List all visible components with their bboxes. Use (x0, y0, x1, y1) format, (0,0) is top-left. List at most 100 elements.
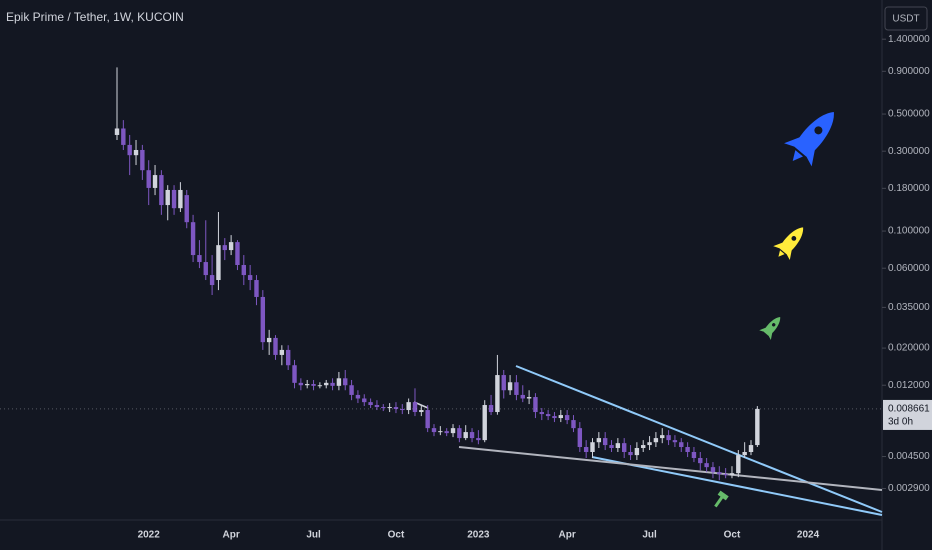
candle-body (450, 428, 456, 434)
candle-body (469, 432, 475, 439)
candle-body (685, 447, 690, 452)
candle-body (488, 405, 494, 413)
y-tick-label: 0.004500 (888, 451, 930, 462)
candle-body (292, 365, 297, 383)
candle-body (704, 463, 709, 468)
candle-body (653, 438, 659, 443)
candle-body (343, 378, 348, 386)
y-tick-label: 0.002900 (888, 483, 930, 494)
candle-body (152, 175, 158, 188)
candle-body (273, 337, 278, 355)
candle-body (691, 451, 697, 459)
candle-body (209, 275, 215, 286)
currency-button[interactable] (884, 6, 928, 31)
trendline (591, 456, 883, 516)
candle-body (514, 382, 519, 395)
candle-body (571, 420, 576, 429)
candle-body (736, 455, 741, 474)
candle-body (533, 397, 538, 413)
x-tick-label: Oct (388, 530, 405, 541)
candle-body (647, 442, 652, 446)
candle-body (355, 394, 361, 399)
candle-body (305, 384, 310, 386)
candle-body (235, 242, 240, 266)
chart-title: Epik Prime / Tether, 1W, KUCOIN (6, 10, 184, 24)
candle-body (545, 414, 551, 417)
candle-body (127, 144, 132, 156)
candle-body (216, 245, 221, 281)
rocket-icon (784, 111, 834, 167)
candle-body (634, 448, 640, 456)
candle-body (596, 438, 602, 443)
candle-body (178, 189, 183, 209)
candle-body (279, 349, 285, 355)
trendline (458, 446, 883, 491)
candle-body (482, 405, 487, 441)
candle-body (717, 472, 722, 475)
y-tick-label: 0.300000 (888, 146, 930, 157)
candle-body (602, 438, 608, 446)
trendline (515, 365, 883, 513)
candle-body (222, 245, 227, 251)
countdown-label: 3d 0h (888, 417, 913, 428)
rocket-icon (773, 227, 804, 261)
candle-body (628, 451, 633, 456)
candle-body (672, 440, 678, 443)
y-tick-label: 0.180000 (888, 183, 930, 194)
candle-body (552, 416, 557, 419)
candle-body (406, 402, 411, 411)
y-tick-label: 0.020000 (888, 343, 930, 354)
rocket-icon (759, 317, 781, 340)
candle-body (444, 431, 449, 434)
candle-body (374, 405, 380, 408)
candle-body (723, 474, 728, 476)
y-tick-label: 1.400000 (888, 34, 930, 45)
candle-body (425, 410, 430, 429)
candle-body (495, 375, 500, 413)
candle-body (539, 412, 544, 415)
candle-body (203, 262, 208, 276)
candle-body (140, 149, 145, 171)
candle-body (146, 170, 151, 188)
candle-body (419, 410, 424, 413)
candle-body (558, 415, 563, 419)
candle-body (336, 378, 342, 386)
x-tick-label: 2023 (467, 530, 490, 541)
candle-body (381, 407, 386, 409)
candle-body (393, 407, 399, 410)
candle-body (317, 385, 323, 387)
x-tick-label: Jul (642, 530, 657, 541)
candle-body (729, 473, 735, 476)
candle-body (197, 255, 202, 263)
candle-body (387, 407, 392, 409)
currency-label[interactable]: USDT (892, 14, 919, 25)
candle-body (609, 445, 614, 449)
last-price-label: 0.008661 (888, 404, 930, 415)
candle-body (190, 222, 196, 256)
candle-body (564, 415, 570, 421)
candle-body (742, 451, 747, 456)
candle-body (247, 275, 253, 281)
x-tick-label: Apr (559, 530, 576, 541)
candle-body (349, 385, 354, 395)
x-tick-label: 2024 (797, 530, 820, 541)
candle-body (266, 337, 272, 343)
candle-body (330, 382, 335, 386)
candle-body (748, 445, 754, 452)
candle-body (438, 431, 443, 433)
candle-body (507, 382, 513, 391)
candle-body (698, 458, 703, 464)
candle-body (171, 189, 177, 209)
x-tick-label: Oct (724, 530, 741, 541)
candle-body (431, 428, 437, 433)
candles (114, 67, 760, 481)
candle-body (679, 442, 684, 448)
candle-body (641, 445, 646, 449)
candle-body (622, 443, 627, 452)
candle-body (400, 409, 405, 411)
y-tick-label: 0.012000 (888, 380, 930, 391)
y-tick-label: 0.100000 (888, 226, 930, 237)
candle-body (241, 265, 246, 276)
